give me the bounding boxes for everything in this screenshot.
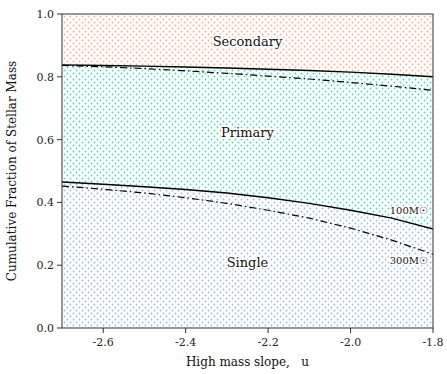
region-fill — [62, 65, 433, 229]
y-tick-label: 0.2 — [37, 259, 55, 272]
x-tick — [268, 328, 269, 333]
line-label: 100M☉ — [390, 205, 428, 216]
x-tick — [350, 328, 351, 333]
region-fill — [62, 14, 433, 77]
y-tick-label: 0.0 — [37, 322, 55, 335]
boundary-line — [62, 65, 433, 77]
y-tick-label: 0.8 — [37, 71, 55, 84]
region-label: Secondary — [213, 34, 283, 49]
x-tick — [433, 328, 434, 333]
y-tick — [57, 139, 62, 140]
x-tick — [103, 328, 104, 333]
y-tick-label: 1.0 — [37, 8, 55, 21]
line-label: 300M☉ — [390, 255, 428, 266]
x-tick-label: -2.6 — [93, 336, 114, 349]
x-tick — [185, 328, 186, 333]
boundary-line — [62, 186, 433, 254]
plot-frame — [62, 14, 433, 328]
x-tick-label: -2.2 — [258, 336, 279, 349]
boundary-line — [62, 182, 433, 229]
x-tick-label: -2.0 — [340, 336, 361, 349]
region-label: Primary — [221, 125, 274, 140]
y-tick — [57, 14, 62, 15]
y-axis-label: Cumulative Fraction of Stellar Mass — [5, 61, 19, 282]
x-axis-label: High mass slope, u — [186, 355, 309, 369]
y-tick — [57, 76, 62, 77]
chart: -2.6 -2.4 -2.2 -2.0 -1.8 0.0 0.2 0.4 0.6 0.8 1.0 Hi… — [0, 0, 447, 374]
y-tick-label: 0.6 — [37, 134, 55, 147]
x-tick-label: -1.8 — [422, 336, 443, 349]
y-tick-label: 0.4 — [37, 196, 55, 209]
plot-area — [62, 14, 433, 328]
x-tick-label: -2.4 — [175, 336, 196, 349]
y-tick — [57, 202, 62, 203]
y-tick — [57, 328, 62, 329]
boundary-line — [62, 66, 433, 91]
y-tick — [57, 265, 62, 266]
region-label: Single — [227, 255, 269, 270]
